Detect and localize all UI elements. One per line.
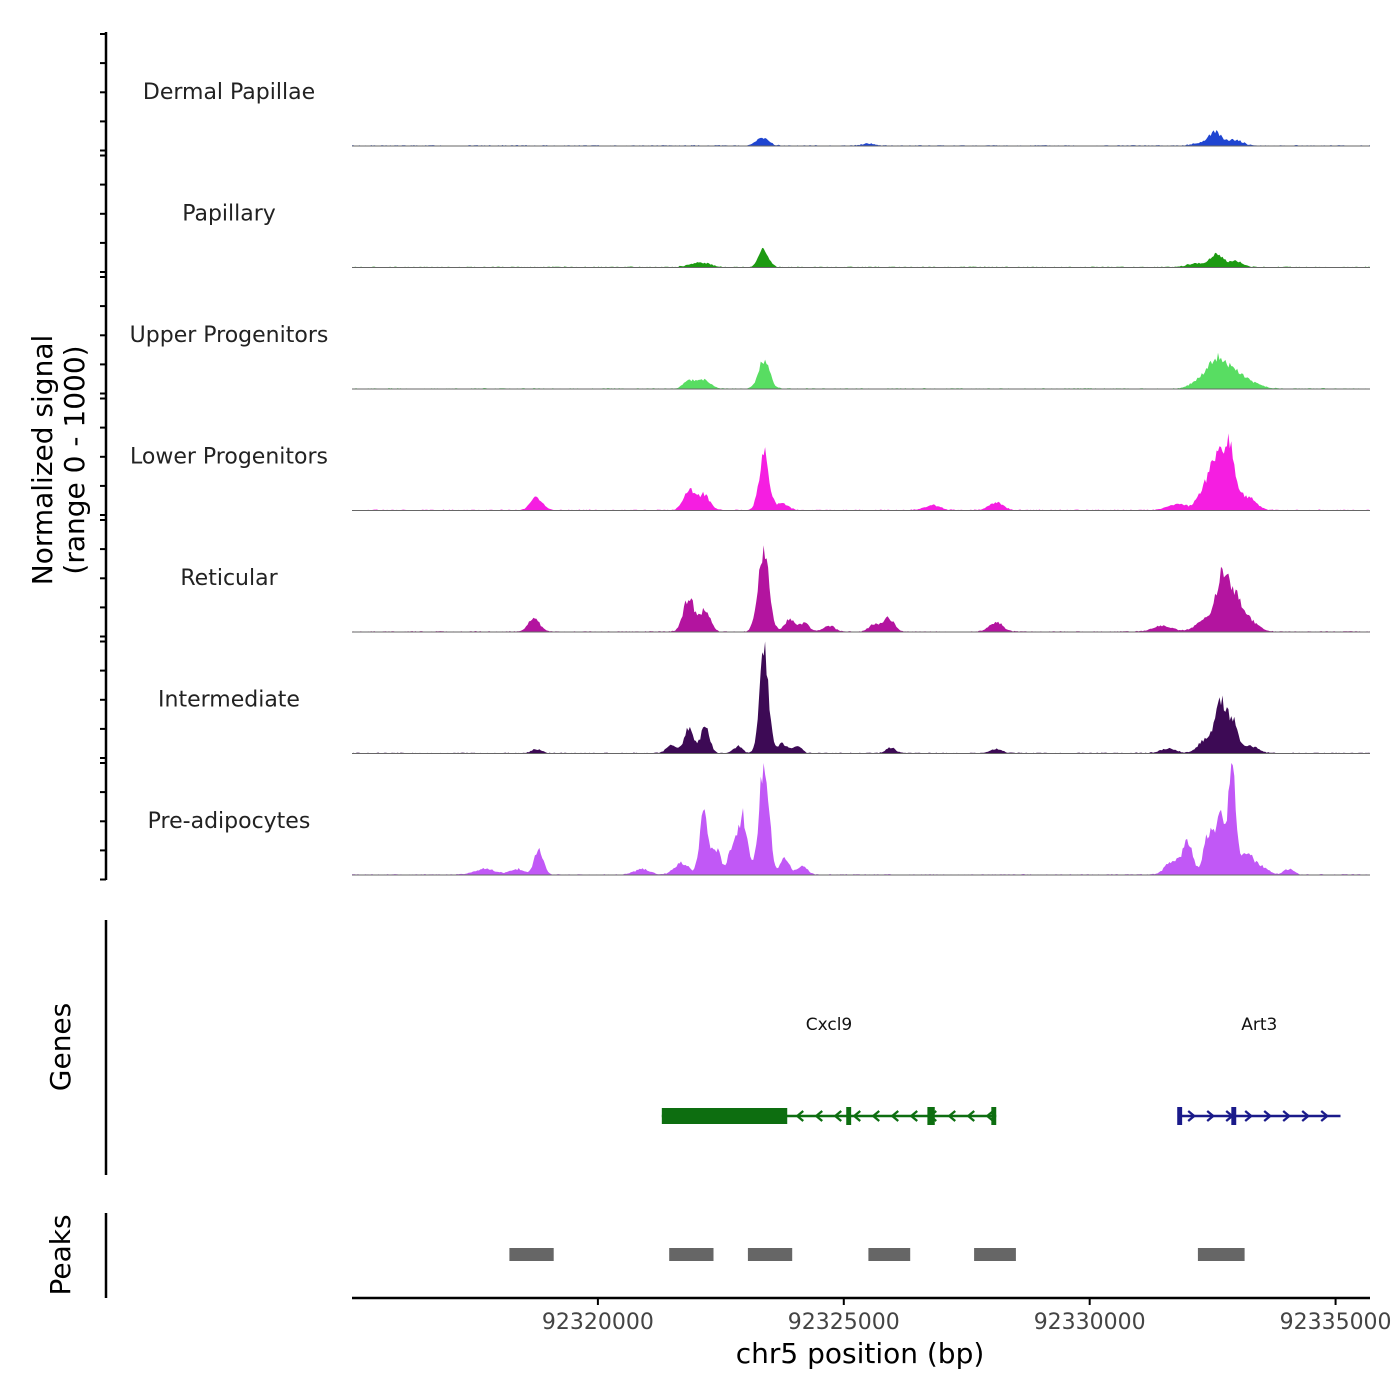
track-labels: Dermal Papillae Papillary Upper Progenitor… [130, 80, 329, 834]
track-pre-adipocytes [352, 763, 1370, 876]
coverage-area [352, 352, 1370, 389]
x-axis-title: chr5 position (bp) [736, 1337, 985, 1370]
track-upper-progenitors [352, 352, 1370, 390]
coverage-area [352, 130, 1370, 146]
y-axis-title-line2: (range 0 - 1000) [58, 345, 91, 574]
strand-arrow [1187, 1110, 1196, 1122]
gene-label: Cxcl9 [806, 1015, 853, 1035]
track-label: Intermediate [158, 688, 300, 713]
strand-arrow [966, 1110, 975, 1122]
signal-y-axis [100, 32, 108, 881]
strand-arrow [1263, 1110, 1272, 1122]
x-tick-label: 92335000 [1280, 1310, 1392, 1335]
gene-cxcl9: Cxcl9 [661, 1015, 997, 1125]
peak-regions [509, 1248, 1245, 1261]
track-label: Papillary [182, 202, 276, 227]
strand-arrow [890, 1110, 899, 1122]
coverage-area [352, 763, 1370, 875]
coverage-area [352, 433, 1370, 511]
x-axis: 92320000 92325000 92330000 92335000 [542, 1298, 1392, 1335]
strand-arrow [1282, 1110, 1291, 1122]
peak-region [1197, 1248, 1245, 1261]
peak-region [669, 1248, 714, 1261]
track-intermediate [352, 641, 1370, 754]
x-tick-label: 92320000 [542, 1310, 654, 1335]
peak-region [868, 1248, 911, 1261]
strand-arrow [947, 1110, 956, 1122]
track-papillary [352, 247, 1370, 268]
strand-arrow [909, 1110, 918, 1122]
strand-arrow [814, 1110, 823, 1122]
peak-region [747, 1248, 793, 1261]
peaks-panel-title: Peaks [44, 1214, 77, 1295]
track-lower-progenitors [352, 433, 1370, 511]
strand-arrow [852, 1110, 861, 1122]
coverage-area [352, 545, 1370, 632]
track-dermal-papillae [352, 130, 1370, 147]
strand-arrow [795, 1110, 804, 1122]
gene-exon [1177, 1107, 1183, 1125]
strand-arrow [1301, 1110, 1310, 1122]
coverage-area [352, 641, 1370, 754]
gene-exon [991, 1107, 997, 1125]
strand-arrow [1320, 1110, 1329, 1122]
track-label: Upper Progenitors [130, 323, 329, 348]
coverage-tracks [352, 130, 1370, 876]
coverage-area [352, 247, 1370, 268]
gene-exon [846, 1107, 852, 1125]
gene-label: Art3 [1241, 1015, 1277, 1035]
track-label: Reticular [180, 566, 278, 591]
strand-arrow [833, 1110, 842, 1122]
track-label: Lower Progenitors [130, 445, 328, 470]
y-axis-title-line1: Normalized signal [26, 335, 59, 586]
x-tick-label: 92330000 [1034, 1310, 1146, 1335]
strand-arrow [1206, 1110, 1215, 1122]
genes-panel-title: Genes [44, 1003, 77, 1091]
peak-region [974, 1248, 1016, 1261]
strand-arrow [1244, 1110, 1253, 1122]
track-label: Pre-adipocytes [148, 809, 311, 834]
gene-utr-block [661, 1108, 788, 1124]
track-label: Dermal Papillae [143, 80, 315, 105]
x-tick-label: 92325000 [788, 1310, 900, 1335]
gene-annotations: Cxcl9 Art3 [661, 1015, 1341, 1125]
gene-art3: Art3 [1177, 1015, 1341, 1125]
peak-region [509, 1248, 554, 1261]
strand-arrow [928, 1110, 937, 1122]
strand-arrow [985, 1110, 994, 1122]
track-reticular [352, 545, 1370, 633]
strand-arrow [871, 1110, 880, 1122]
strand-arrow [1225, 1110, 1234, 1122]
